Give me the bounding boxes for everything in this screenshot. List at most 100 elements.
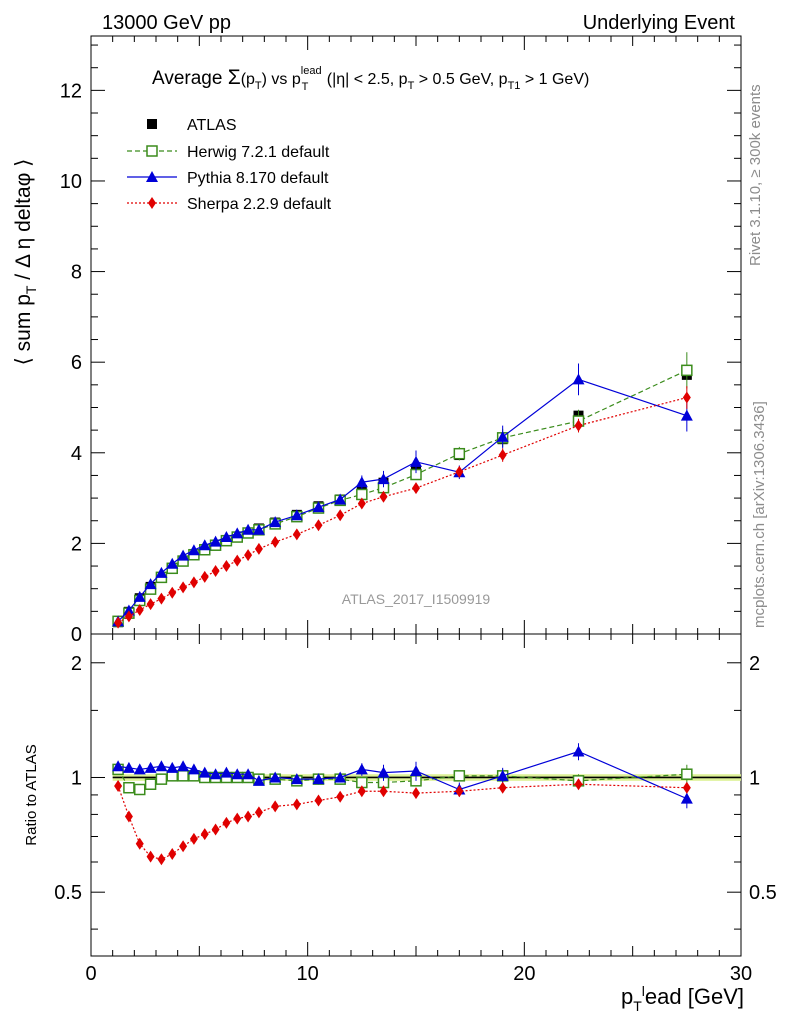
data-point [453, 447, 466, 460]
data-point [177, 760, 190, 772]
y-tick-label: 0 [71, 624, 82, 646]
data-point [123, 781, 135, 794]
data-point [379, 490, 388, 503]
data-point [244, 549, 253, 562]
data-point [681, 364, 693, 377]
data-point [412, 787, 420, 800]
data-point [112, 760, 125, 772]
data-point [209, 768, 222, 780]
main-series [112, 352, 693, 629]
data-point [114, 616, 123, 629]
y-tick-label: 4 [71, 443, 82, 465]
data-point [122, 604, 135, 616]
x-axis-label: pTlead [GeV] [621, 983, 744, 1014]
data-point [231, 768, 244, 780]
data-point [168, 586, 177, 599]
data-point [377, 766, 390, 778]
main-ylabel: ⟨ sum pT / Δ η deltaφ ⟩ [12, 159, 39, 366]
data-point [198, 539, 211, 551]
data-point [292, 528, 301, 541]
data-point [211, 823, 220, 836]
data-point [412, 482, 420, 495]
data-point [498, 781, 507, 794]
data-point [200, 828, 209, 841]
data-point [187, 544, 200, 556]
series-sherpa-2-2-9-default [114, 386, 691, 629]
y-tick-label: 12 [60, 80, 82, 102]
data-point [290, 773, 303, 785]
data-point [233, 554, 242, 567]
series-pythia-8-170-default [112, 743, 693, 809]
data-point [572, 745, 585, 757]
series-pythia-8-170-default [112, 363, 693, 627]
data-point [379, 785, 388, 798]
ratio-y-tick-label: 2 [71, 653, 82, 675]
data-point [242, 768, 255, 780]
data-point [312, 501, 325, 513]
data-point [680, 409, 693, 421]
y-tick-label: 6 [71, 352, 82, 374]
data-point [146, 850, 155, 863]
data-point [231, 527, 244, 539]
data-point [124, 610, 133, 623]
ratio-y-tick-label-right: 1 [749, 767, 760, 789]
data-point [455, 465, 464, 478]
data-point [292, 798, 301, 811]
data-point [144, 578, 157, 590]
data-point [377, 473, 390, 485]
data-point [187, 763, 200, 775]
data-point [155, 773, 168, 785]
series-line [117, 378, 688, 622]
data-point [179, 581, 188, 594]
data-point [198, 766, 211, 778]
data-point [144, 761, 157, 773]
data-point [355, 476, 368, 488]
data-point [133, 763, 146, 775]
legend-marker [146, 145, 158, 157]
data-point [572, 373, 585, 385]
data-point [410, 455, 422, 467]
data-point [211, 565, 220, 578]
data-point [157, 592, 166, 605]
series-herwig-7-2-1-default [112, 352, 693, 628]
data-point [168, 847, 177, 860]
x-tick-label: 30 [730, 963, 752, 985]
rivet-label: Rivet 3.1.10, ≥ 300k events [747, 84, 764, 266]
x-tick-label: 0 [85, 963, 96, 985]
legend-label: Sherpa 2.2.9 default [187, 196, 332, 213]
data-point [134, 783, 146, 796]
ratio-y-tick-label: 1 [71, 767, 82, 789]
legend-label: Herwig 7.2.1 default [187, 144, 330, 161]
data-point [355, 763, 368, 775]
data-point [155, 760, 168, 772]
data-point [336, 790, 345, 803]
header-right: Underlying Event [583, 12, 736, 34]
data-point [314, 794, 323, 807]
data-point [157, 853, 166, 866]
series-sherpa-2-2-9-default [114, 778, 691, 866]
data-point [122, 761, 135, 773]
data-point [269, 771, 282, 783]
data-point [252, 523, 265, 535]
data-point [114, 779, 123, 792]
data-point [357, 497, 366, 510]
data-point [680, 792, 693, 804]
data-point [242, 523, 255, 535]
data-point [496, 769, 509, 781]
main-axes: 0 2 4 6 8 10 12 [60, 36, 742, 646]
data-point [681, 768, 693, 780]
data-point [222, 816, 231, 829]
data-point [155, 566, 168, 578]
data-point [269, 516, 282, 528]
data-point [334, 493, 347, 505]
legend-marker [146, 171, 158, 182]
data-point [177, 549, 190, 561]
data-point [189, 832, 198, 845]
mcplots-label: mcplots.cern.ch [arXiv:1306.3436] [751, 401, 768, 628]
data-point [682, 781, 691, 794]
data-point [455, 785, 464, 798]
data-point [189, 576, 198, 589]
data-point [200, 570, 209, 583]
ratio-y-tick-label-right: 2 [749, 653, 760, 675]
series-line [117, 396, 687, 624]
